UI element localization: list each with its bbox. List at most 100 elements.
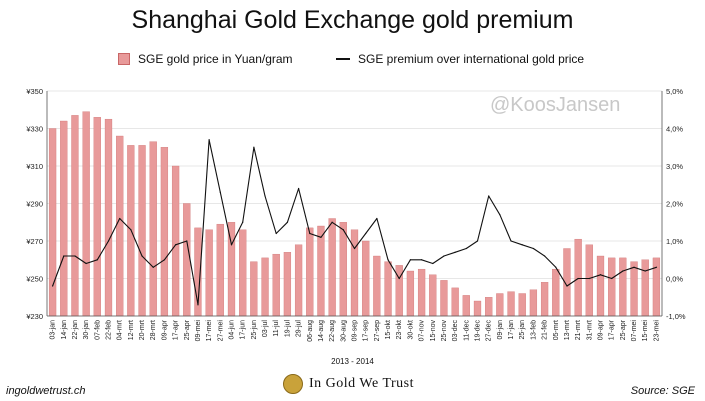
premium-point — [488, 195, 490, 197]
premium-point — [633, 266, 635, 268]
premium-point — [219, 191, 221, 193]
price-bar — [417, 268, 426, 317]
premium-point — [107, 240, 110, 242]
price-bar — [652, 257, 661, 317]
price-bar — [429, 274, 437, 317]
x-tick-label: 19-dec — [475, 320, 482, 342]
x-tick-label: 23-mei — [653, 320, 660, 342]
right-tick-label: 3,0% — [666, 162, 683, 171]
price-bar — [630, 261, 638, 317]
premium-point — [577, 277, 579, 280]
x-tick-label: 07-feb — [94, 320, 101, 340]
x-tick-label: 05-mrt — [553, 320, 560, 340]
premium-point — [342, 229, 344, 231]
price-bar — [485, 297, 493, 317]
x-tick-label: 09-jan — [497, 320, 504, 340]
premium-point — [286, 221, 289, 223]
premium-point — [543, 255, 546, 257]
premium-point — [555, 266, 557, 268]
premium-point — [588, 277, 590, 280]
premium-point — [521, 244, 523, 246]
premium-point — [230, 244, 233, 246]
price-bar — [104, 118, 113, 317]
left-tick-label: ¥250 — [26, 275, 43, 284]
x-tick-label: 06-aug — [307, 320, 314, 342]
premium-point — [130, 229, 132, 231]
x-tick-label: 09-mei — [195, 320, 202, 342]
brand-text: In Gold We Trust — [309, 376, 415, 391]
price-bar — [250, 261, 258, 317]
source-label: Source: SGE — [630, 385, 695, 397]
x-tick-label: 09-apr — [161, 319, 168, 340]
price-bar — [473, 300, 482, 317]
left-tick-label: ¥230 — [26, 312, 43, 321]
axes — [46, 91, 663, 317]
legend-line-swatch — [336, 58, 350, 60]
x-tick-label: 15-nov — [430, 320, 437, 342]
x-tick-label: 17-sep — [363, 320, 370, 342]
x-tick-label: 25-nov — [441, 320, 448, 342]
right-tick-label: -1,0% — [666, 312, 686, 321]
premium-point — [63, 255, 65, 257]
watermark: @KoosJansen — [490, 94, 621, 116]
premium-point — [499, 214, 501, 216]
premium-point — [320, 236, 322, 238]
legend-label-premium: SGE premium over international gold pric… — [358, 52, 585, 66]
x-tick-label: 25-jun — [251, 320, 258, 340]
price-bar — [507, 291, 515, 317]
premium-point — [365, 232, 367, 235]
price-bar — [272, 253, 280, 317]
price-bar — [362, 240, 370, 317]
x-tick-label: 14-aug — [318, 320, 325, 342]
right-axis-labels: -1,0% 0,0% 1,0% 2,0% 3,0% 4,0% 5,0% — [666, 87, 686, 321]
premium-point — [297, 187, 300, 190]
left-tick-label: ¥330 — [26, 125, 43, 134]
price-bar — [160, 147, 169, 317]
premium-point — [420, 259, 423, 261]
x-tick-label: 23-okt — [396, 320, 403, 340]
premium-point — [599, 274, 602, 276]
x-tick-label: 13-feb — [530, 320, 537, 340]
price-bar — [608, 257, 616, 317]
x-tick-label: 22-aug — [329, 320, 336, 342]
premium-point — [510, 240, 512, 242]
x-tick-label: 20-mrt — [139, 320, 146, 340]
x-tick-label: 09-sep — [352, 320, 359, 342]
x-tick-label: 29-jul — [296, 320, 303, 338]
price-bar — [384, 261, 392, 317]
price-bar — [462, 295, 470, 317]
price-bar — [596, 255, 605, 317]
right-tick-label: 0,0% — [666, 275, 683, 284]
price-bar — [529, 289, 538, 317]
x-tick-label: 22-feb — [106, 320, 113, 340]
price-bar — [451, 287, 459, 317]
x-tick-label: 07-mei — [631, 320, 638, 342]
premium-point — [152, 266, 154, 268]
price-bar — [619, 257, 627, 317]
x-tick-label: 30-jan — [83, 320, 90, 340]
left-tick-label: ¥290 — [26, 200, 43, 209]
x-tick-label: 17-mei — [206, 320, 213, 342]
x-tick-label: 31-mrt — [586, 320, 593, 340]
premium-point — [309, 232, 311, 235]
brand-logo: In Gold We Trust — [283, 374, 414, 394]
x-tick-label: 04-mrt — [117, 320, 124, 340]
premium-point — [532, 247, 535, 250]
premium-point — [443, 255, 445, 257]
website-credit: ingoldwetrust.ch — [6, 385, 86, 397]
x-tick-label: 17-apr — [173, 319, 180, 340]
x-tick-label: 25-apr — [184, 319, 191, 340]
price-bar — [138, 145, 146, 317]
premium-point — [398, 277, 400, 280]
left-tick-label: ¥270 — [26, 237, 43, 246]
bars — [48, 111, 661, 317]
premium-point — [566, 285, 568, 287]
premium-point — [119, 217, 121, 220]
premium-point — [387, 259, 389, 261]
legend: SGE gold price in Yuan/gram SGE premium … — [0, 52, 705, 68]
x-tick-label: 03-jul — [262, 320, 269, 338]
x-tick-label: 17-jan — [508, 320, 515, 340]
premium-point — [264, 195, 266, 197]
price-bar — [183, 203, 191, 317]
x-tick-label: 17-jun — [240, 320, 247, 340]
